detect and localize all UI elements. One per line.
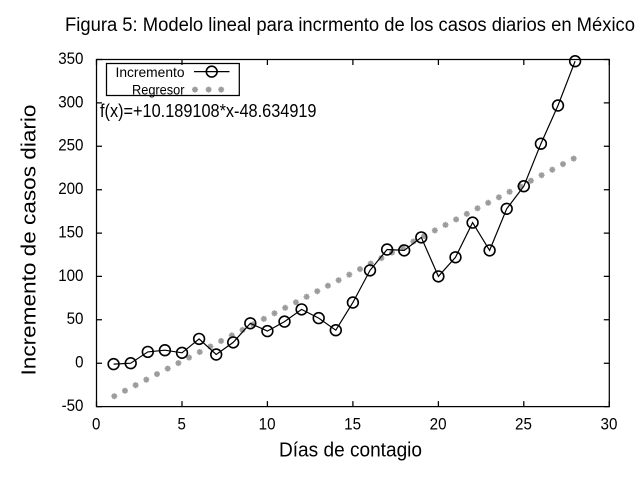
- svg-text:5: 5: [178, 415, 186, 433]
- svg-text:200: 200: [58, 180, 83, 198]
- svg-text:15: 15: [344, 415, 361, 433]
- svg-text:-50: -50: [62, 397, 84, 415]
- svg-text:150: 150: [58, 224, 83, 242]
- svg-text:0: 0: [92, 415, 100, 433]
- svg-text:Días de contagio: Días de contagio: [279, 440, 422, 462]
- svg-text:350: 350: [58, 50, 83, 68]
- svg-text:20: 20: [430, 415, 447, 433]
- svg-text:250: 250: [58, 137, 83, 155]
- svg-text:50: 50: [67, 310, 84, 328]
- svg-text:Regresor: Regresor: [132, 81, 185, 97]
- svg-text:25: 25: [515, 415, 532, 433]
- svg-text:0: 0: [75, 354, 83, 372]
- svg-text:100: 100: [58, 267, 83, 285]
- svg-text:Incremento de casos diario: Incremento de casos diario: [19, 105, 41, 376]
- svg-text:10: 10: [259, 415, 276, 433]
- svg-text:Figura 5: Modelo lineal para i: Figura 5: Modelo lineal para incrmento d…: [65, 15, 635, 36]
- svg-text:300: 300: [58, 93, 83, 111]
- svg-text:30: 30: [601, 415, 618, 433]
- svg-text:Incremento: Incremento: [116, 64, 185, 80]
- svg-text:f(x)=+10.189108*x-48.634919: f(x)=+10.189108*x-48.634919: [100, 101, 317, 121]
